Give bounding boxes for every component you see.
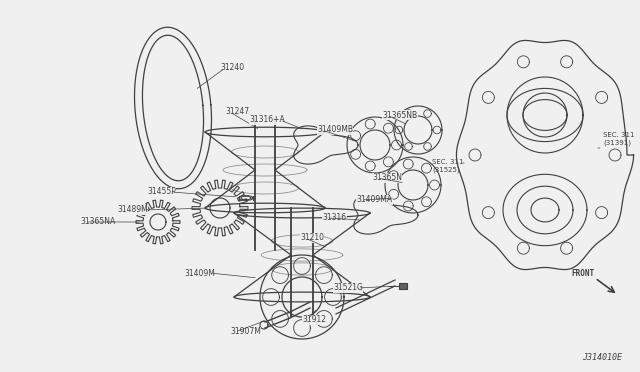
Text: 31365NA: 31365NA <box>80 218 115 227</box>
Text: 31365NB: 31365NB <box>382 110 417 119</box>
Text: 31365N: 31365N <box>372 173 402 183</box>
Text: SEC. 311: SEC. 311 <box>432 159 463 165</box>
Text: 31521G: 31521G <box>333 283 363 292</box>
Text: 31907M: 31907M <box>230 327 261 337</box>
Text: 31240: 31240 <box>220 64 244 73</box>
Text: 31409M: 31409M <box>184 269 215 278</box>
Text: 31912: 31912 <box>302 315 326 324</box>
Text: 31489M: 31489M <box>117 205 148 215</box>
Text: 31409MA: 31409MA <box>356 196 392 205</box>
Text: 31316: 31316 <box>322 214 346 222</box>
Text: 31409MB: 31409MB <box>317 125 353 135</box>
Text: 31455P: 31455P <box>147 187 176 196</box>
Text: J314010E: J314010E <box>582 353 622 362</box>
Text: (31525): (31525) <box>432 167 460 173</box>
Text: 31316+A: 31316+A <box>249 115 285 125</box>
Text: FRONT: FRONT <box>572 269 595 279</box>
Text: SEC. 311: SEC. 311 <box>603 132 634 138</box>
Text: (31391): (31391) <box>603 140 631 146</box>
Bar <box>399 283 407 289</box>
Text: 31247: 31247 <box>225 108 249 116</box>
Text: 31210: 31210 <box>300 234 324 243</box>
